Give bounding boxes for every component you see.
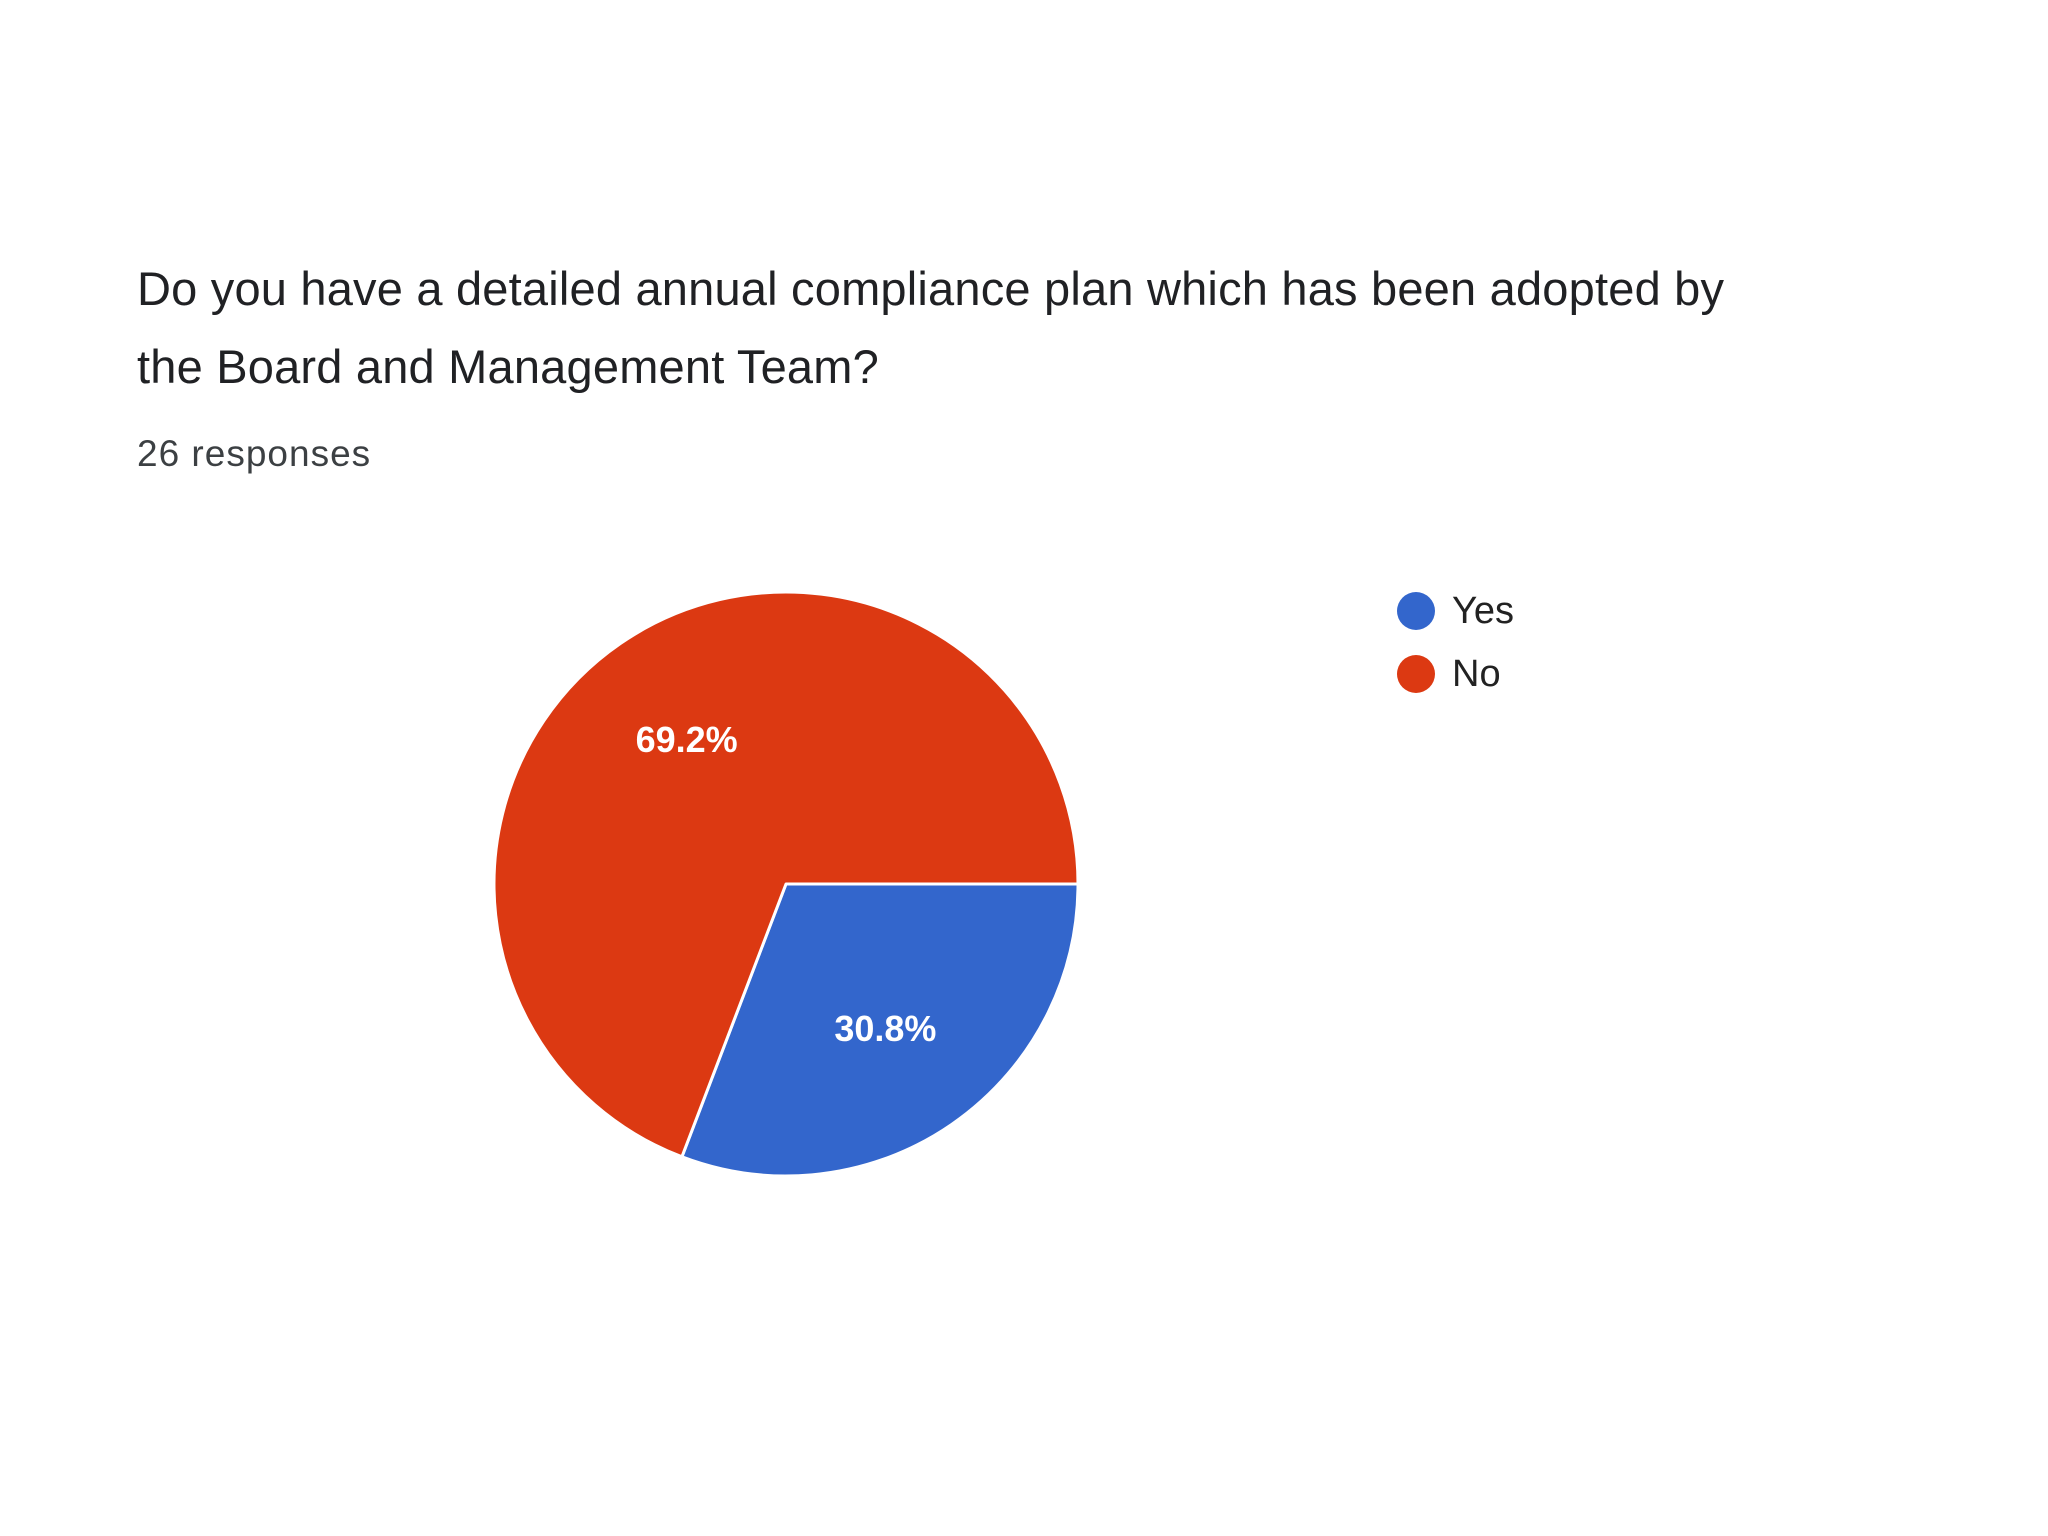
question-title-line-1: Do you have a detailed annual compliance…: [137, 262, 1725, 315]
legend-label-no[interactable]: No: [1452, 653, 1501, 695]
legend-swatch-no[interactable]: [1397, 655, 1435, 693]
slice-label-yes: 30.8%: [834, 1008, 936, 1049]
legend-swatch-yes[interactable]: [1397, 592, 1435, 630]
pie-slice-no[interactable]: [492, 590, 1080, 1159]
legend-label-yes[interactable]: Yes: [1452, 590, 1514, 632]
question-title-line-2: the Board and Management Team?: [137, 340, 879, 393]
pie-slice-yes[interactable]: [680, 882, 1080, 1178]
slice-label-no: 69.2%: [636, 719, 738, 760]
responses-count: 26 responses: [137, 433, 372, 474]
question-title: Do you have a detailed annual compliance…: [137, 250, 1937, 406]
